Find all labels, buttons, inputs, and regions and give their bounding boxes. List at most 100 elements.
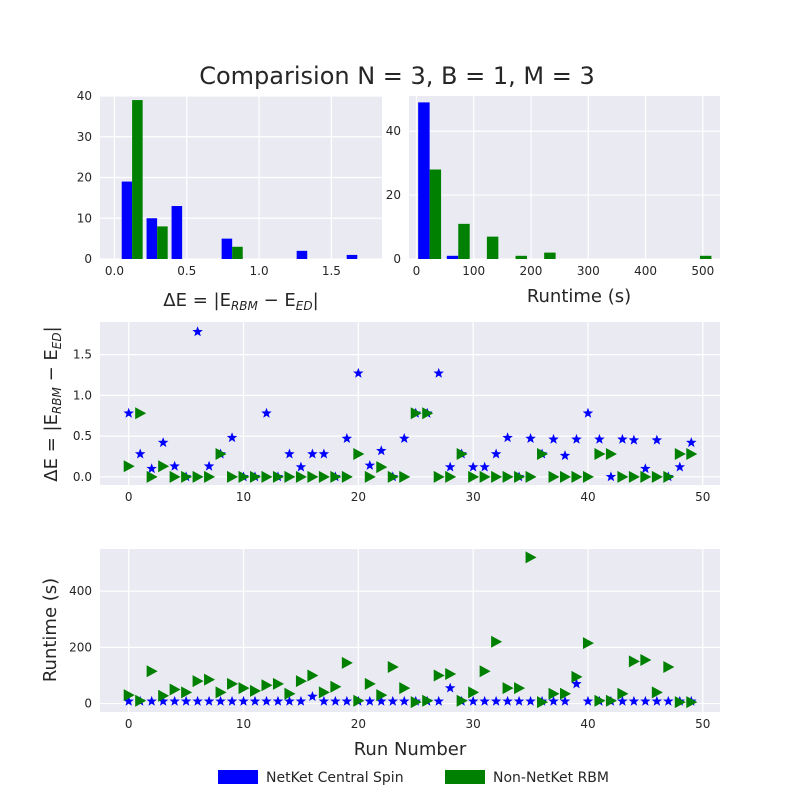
star-marker [663,695,674,706]
y-tick-label: 1.0 [73,388,92,402]
star-marker [226,432,238,443]
star-marker [617,695,628,706]
x-tick-label: 40 [580,717,595,731]
y-tick-label: 40 [386,124,401,138]
star-marker [605,471,617,482]
star-marker [582,407,594,418]
star-marker [376,695,387,706]
triangle-marker [181,470,193,483]
triangle-marker [433,470,445,483]
triangle-marker [560,470,571,483]
triangle-marker [169,470,181,483]
histogram-bar [296,250,308,259]
star-marker [548,433,559,444]
y-tick-label: 0 [84,697,92,711]
star-marker [513,695,525,706]
triangle-marker [456,694,468,707]
star-marker [444,461,456,472]
x-tick-label: 30 [466,490,481,504]
triangle-marker [674,448,686,461]
triangle-marker [330,470,342,483]
plot-area [409,96,720,259]
star-marker [318,695,330,706]
star-marker [249,695,261,706]
star-marker [467,695,479,706]
histogram-delta-e-panel: 0.0 0.5 1.0 1.5 0 10 20 30 40 [77,89,382,278]
x-tick-label: 0 [125,717,133,731]
star-marker [341,433,353,443]
y-tick-label: 0.0 [73,470,92,484]
star-marker [651,434,663,445]
star-marker [686,437,697,448]
scatter-runtime-panel: 0 10 20 30 40 50 0 200 400 [69,549,720,731]
triangle-marker [514,682,526,695]
histogram-bar [418,102,430,260]
triangle-marker [479,470,491,483]
triangle-marker [605,694,617,707]
triangle-marker [123,460,135,473]
triangle-marker [364,677,376,690]
histogram-bar [429,169,442,259]
triangle-marker [628,655,640,668]
star-marker [502,432,513,443]
star-marker [525,695,536,706]
star-marker [617,433,628,444]
star-marker [330,695,341,706]
triangle-marker [399,470,411,483]
y-tick-label: 10 [77,211,92,225]
triangle-marker [422,407,434,420]
plot-area [100,322,720,485]
triangle-marker [594,694,606,707]
figure-title: Comparision N = 3, B = 1, M = 3 [199,62,595,90]
star-marker [525,433,536,443]
histogram-bar [515,255,527,259]
triangle-marker [548,470,560,483]
star-marker [318,448,330,459]
triangle-marker [525,551,537,564]
triangle-marker [181,686,193,699]
triangle-marker [295,470,307,483]
star-marker [180,695,192,706]
star-marker [571,678,582,689]
triangle-marker [238,470,250,483]
triangle-marker [663,661,675,674]
histogram-bar [458,223,470,259]
triangle-marker [628,470,640,483]
star-marker [123,407,134,418]
triangle-marker [525,470,537,483]
histogram-bar [146,218,158,259]
star-marker [479,461,490,472]
y-tick-label: 200 [69,640,92,654]
histogram-bar [121,181,133,259]
star-marker [640,695,651,706]
y-tick-label: 0 [84,252,92,266]
triangle-marker [479,665,491,678]
triangle-marker [215,448,227,461]
triangle-marker [353,694,365,707]
triangle-marker [204,470,216,483]
x-tick-label: 0.5 [177,264,196,278]
star-marker [399,695,410,706]
legend-swatch-netket [218,770,258,784]
x-tick-label: 1.0 [250,264,269,278]
star-marker [146,695,157,706]
star-marker [628,434,640,445]
x-tick-label: 20 [351,717,366,731]
star-marker [203,695,215,706]
star-marker [215,695,226,706]
triangle-marker [651,470,663,483]
star-marker [146,463,157,474]
triangle-marker [433,669,445,682]
star-marker [594,433,605,444]
star-marker [238,695,249,706]
star-marker [157,437,169,448]
y-tick-label: 40 [77,89,92,103]
histogram-bar [157,226,168,259]
triangle-marker [307,669,319,682]
triangle-marker [502,682,514,695]
star-marker [307,691,318,701]
triangle-marker [318,470,330,483]
triangle-marker [571,470,583,483]
triangle-marker [491,470,503,483]
star-marker [502,695,513,706]
